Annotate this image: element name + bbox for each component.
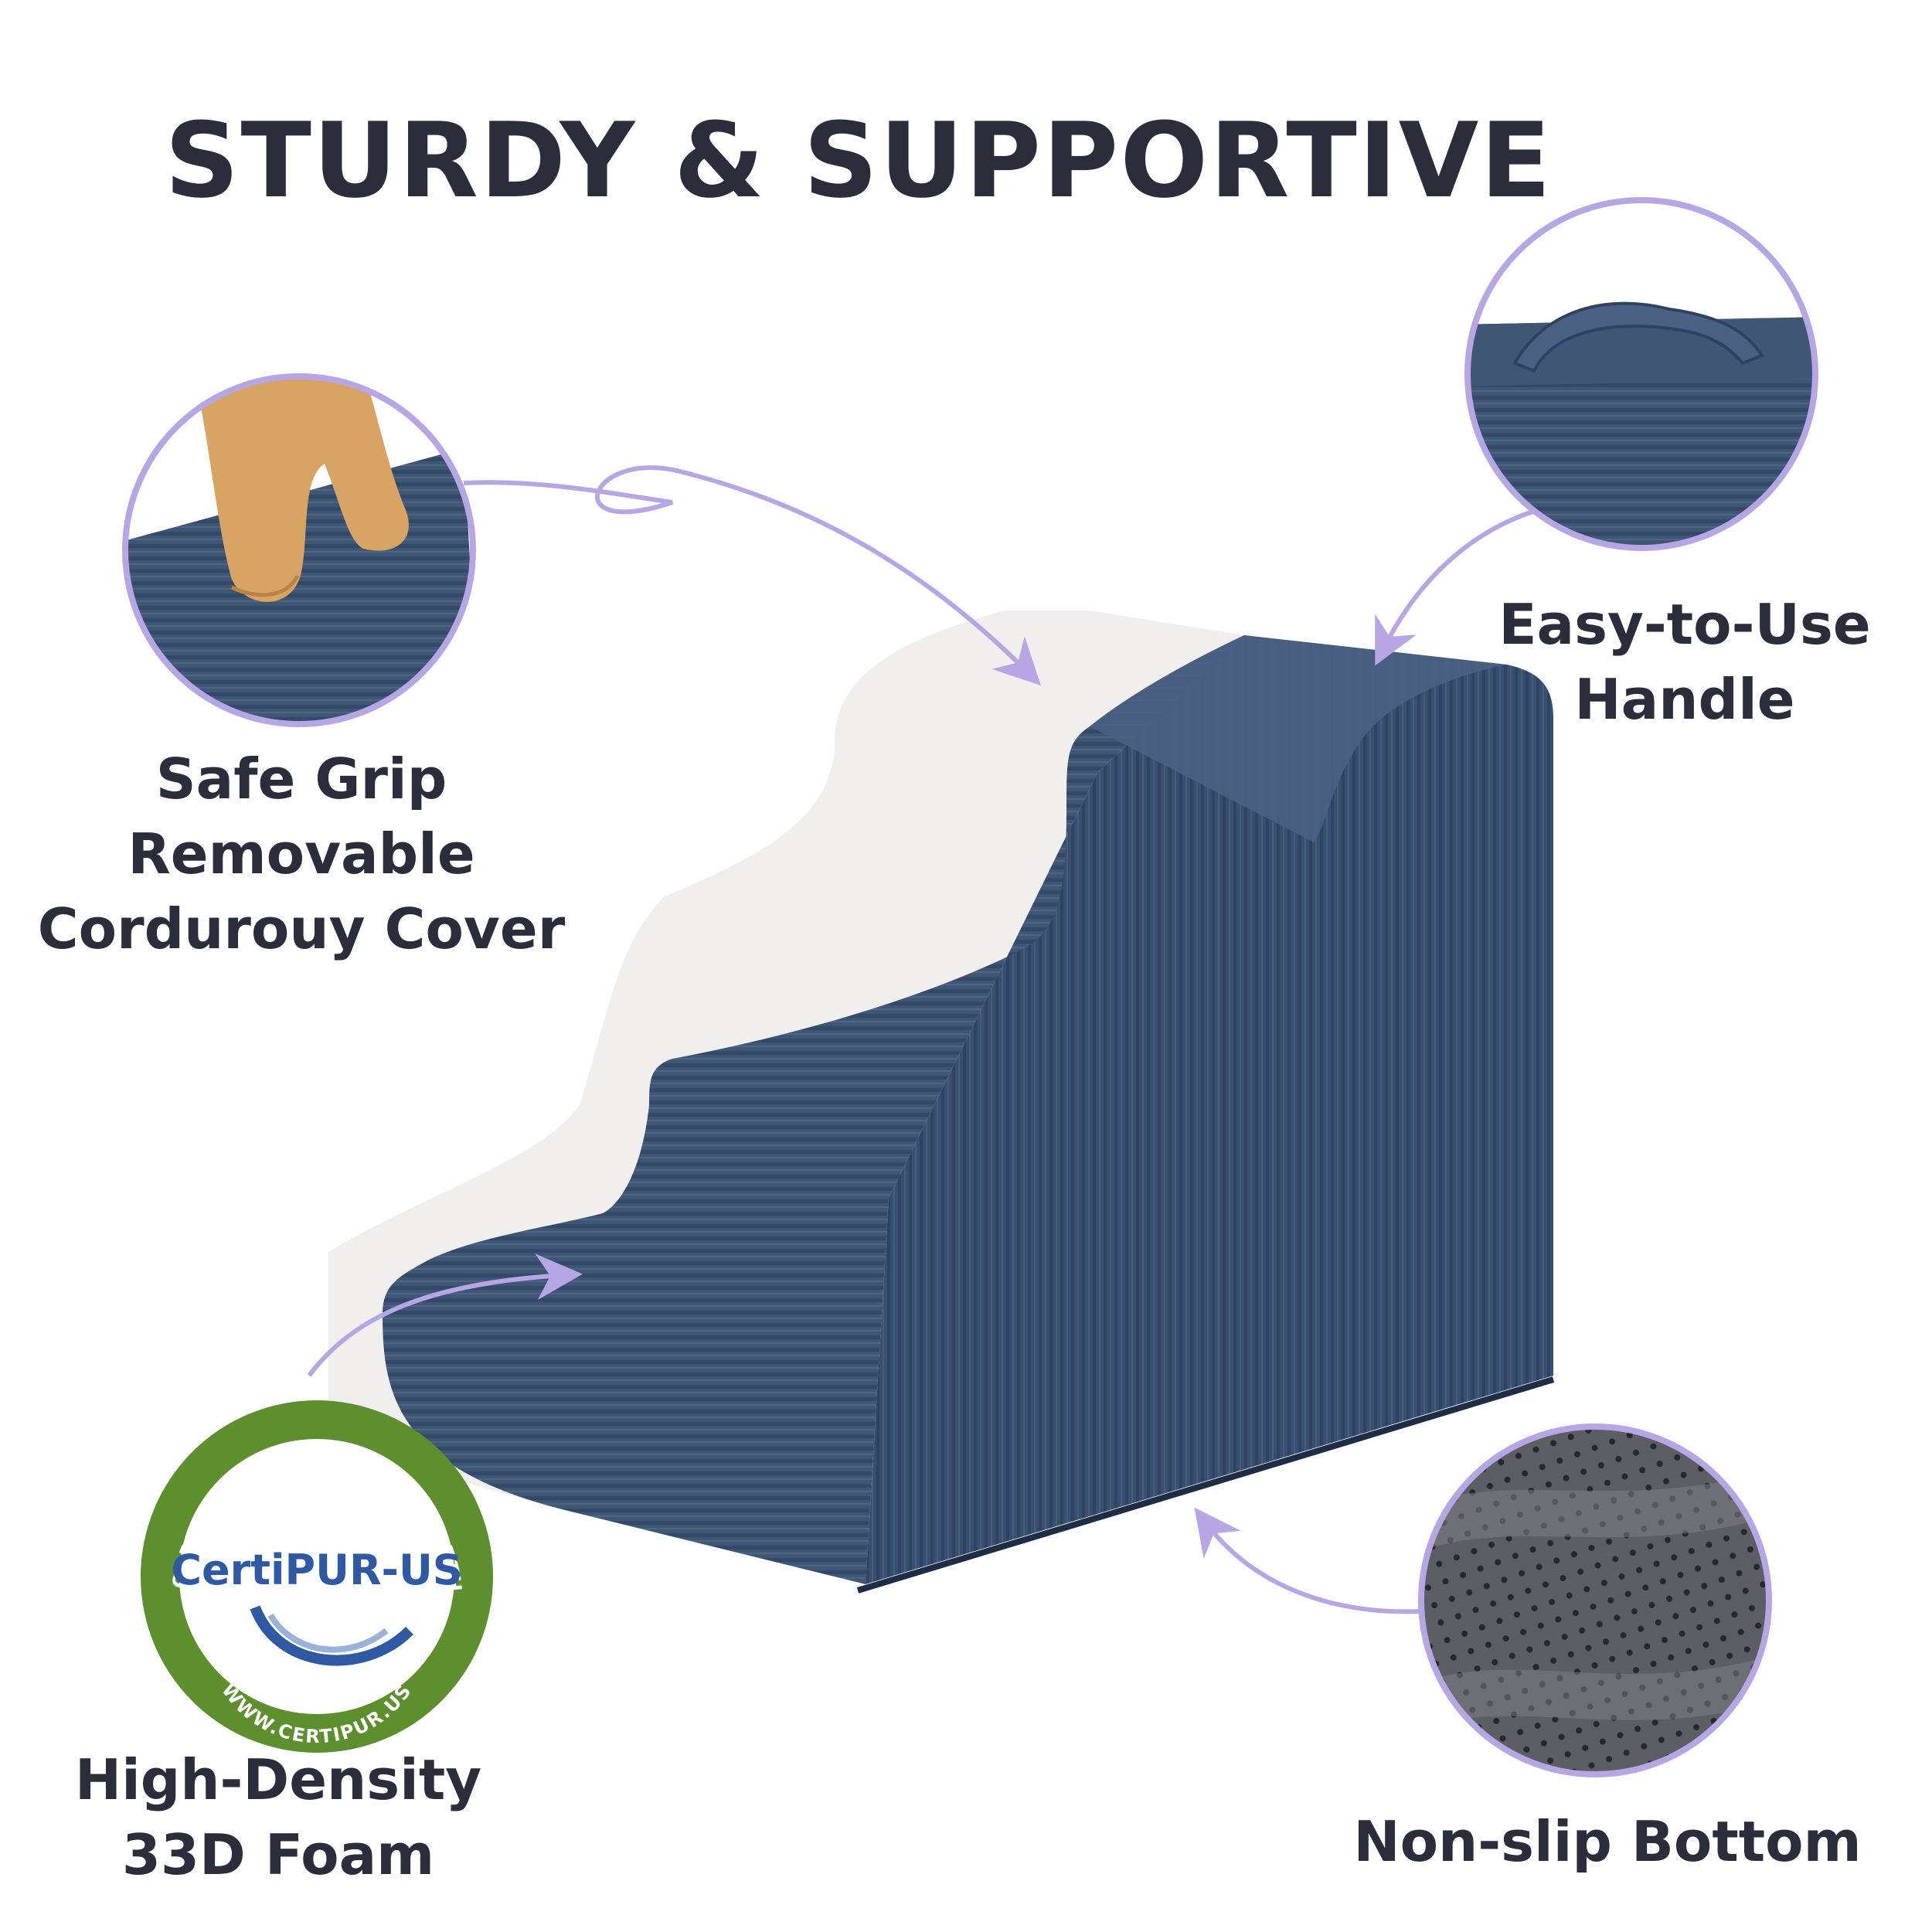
feature-label-line: Safe Grip [155, 747, 447, 811]
feature-label-line: Cordurouy Cover [37, 896, 566, 961]
feature-label-grip: Safe Grip Removable Cordurouy Cover [31, 742, 572, 967]
feature-label-line: Removable [128, 821, 475, 886]
stair-side-panel [866, 635, 1553, 1584]
zipper-line [856, 1376, 1555, 1594]
feature-label-line: Handle [1574, 667, 1795, 732]
foam-arrow [307, 1253, 583, 1377]
feature-label-foam: High-Density 33D Foam [54, 1743, 502, 1893]
non-slip-detail-inset [1418, 1423, 1772, 1777]
dog-paws-icon [193, 376, 409, 602]
stair-top-tread [1090, 635, 1507, 842]
feature-label-line: 33D Foam [121, 1822, 435, 1887]
stair-front-steps [383, 635, 1244, 1584]
feature-label-line: Easy-to-Use [1498, 592, 1871, 657]
feature-label-line: High-Density [74, 1747, 482, 1812]
handle-detail-inset [1464, 197, 1818, 551]
seal-brand-text: CertiPUR-US [171, 1546, 462, 1594]
feature-label-line: Non-slip Bottom [1353, 1809, 1862, 1874]
handle-strap-icon [1512, 301, 1765, 373]
grip-arrow [463, 465, 1041, 685]
feature-label-handle: Easy-to-Use Handle [1468, 587, 1901, 737]
bottom-arrow [1194, 1507, 1423, 1614]
grip-detail-inset [122, 373, 476, 727]
feature-label-bottom: Non-slip Bottom [1329, 1804, 1886, 1879]
page-headline: STURDY & SUPPORTIVE [165, 100, 1553, 221]
